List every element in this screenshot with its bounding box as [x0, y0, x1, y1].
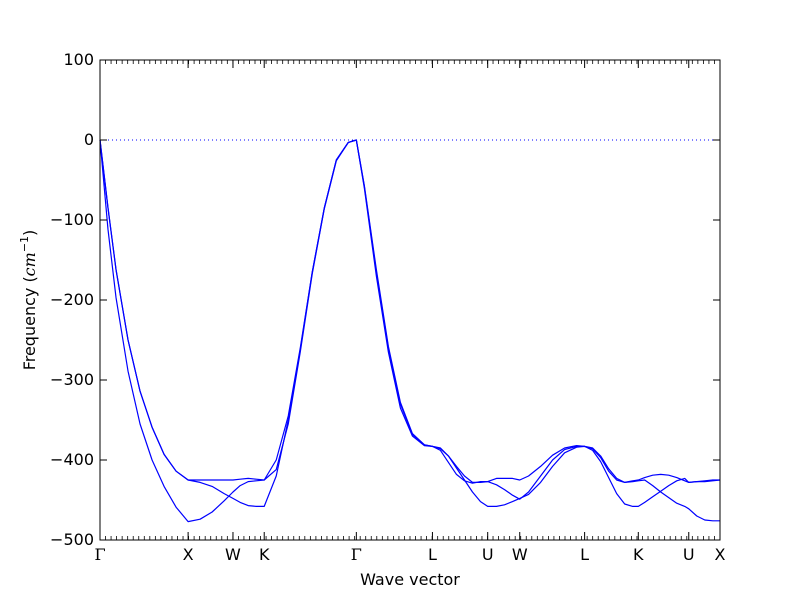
- y-tick-label: 100: [63, 50, 94, 69]
- y-axis-label-exponent: −1: [18, 236, 31, 252]
- plot-background: [100, 60, 720, 540]
- y-tick-label: 0: [84, 130, 94, 149]
- y-axis-label: Frequency (cm−1): [18, 230, 39, 371]
- x-tick-label-3: W: [225, 545, 241, 564]
- x-tick-label-10: K: [633, 545, 644, 564]
- x-tick-label-6: L: [428, 545, 437, 564]
- band-line-3: [99, 139, 720, 483]
- band-line-2: [99, 139, 720, 522]
- y-tick-label: −100: [50, 210, 94, 229]
- y-axis-label-suffix: ): [20, 230, 39, 236]
- y-axis-label-unit: cm: [20, 252, 39, 276]
- ticks-layer: [99, 59, 721, 541]
- x-tick-label-9: L: [580, 545, 589, 564]
- plot-frame: [99, 59, 721, 541]
- x-tick-label-7: U: [482, 545, 494, 564]
- x-tick-label-2: X: [183, 545, 194, 564]
- y-axis-label-prefix: Frequency (: [20, 276, 39, 370]
- y-tick-label: −200: [50, 290, 94, 309]
- y-tick-labels: 100 0 −100 −200 −300 −400 −500: [50, 50, 94, 549]
- y-tick-label: −400: [50, 450, 94, 469]
- x-tick-label-5: Γ: [351, 545, 362, 564]
- x-tick-label-4: K: [259, 545, 270, 564]
- x-tick-label-12: X: [715, 545, 726, 564]
- x-tick-label-8: W: [512, 545, 528, 564]
- x-tick-label-1: Γ: [94, 545, 105, 564]
- x-tick-label-11: U: [683, 545, 695, 564]
- x-axis-label: Wave vector: [360, 570, 460, 589]
- y-tick-label: −500: [50, 530, 94, 549]
- series-layer: [99, 139, 721, 523]
- y-tick-label: −300: [50, 370, 94, 389]
